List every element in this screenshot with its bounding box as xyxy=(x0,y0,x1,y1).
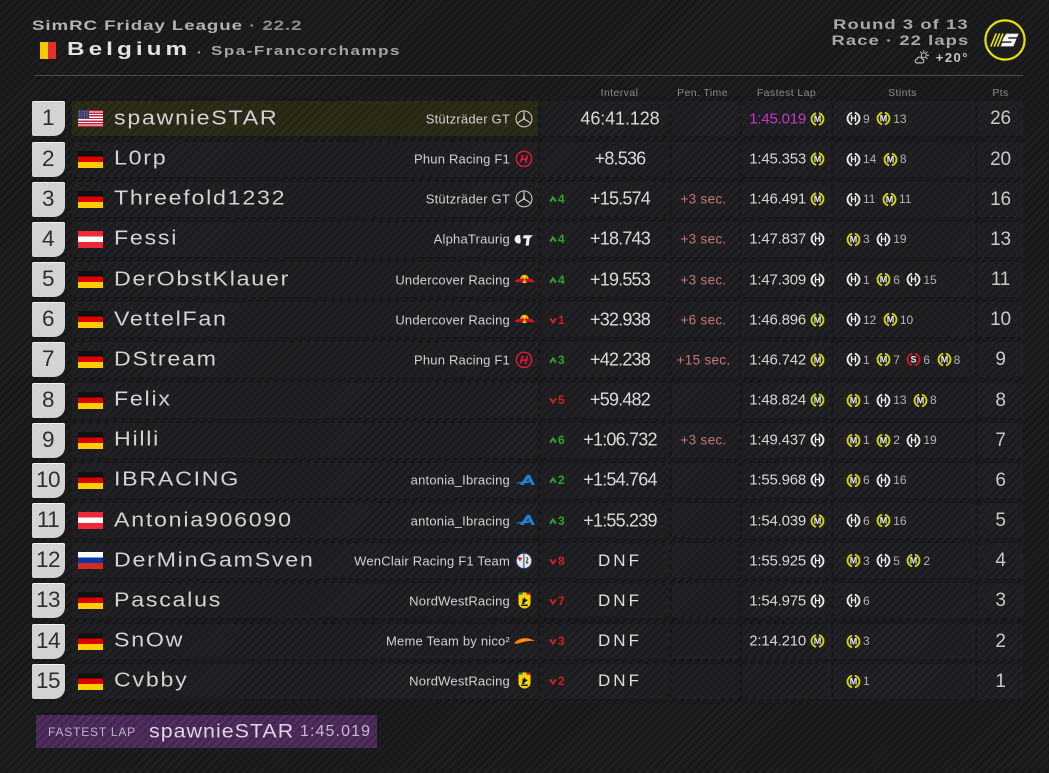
svg-text:M: M xyxy=(910,556,918,566)
svg-text:M: M xyxy=(814,194,822,204)
svg-text:M: M xyxy=(850,234,858,244)
svg-text:H: H xyxy=(850,275,857,285)
svg-text:M: M xyxy=(880,435,888,445)
svg-text:H: H xyxy=(850,315,857,325)
svg-text:M: M xyxy=(886,194,894,204)
svg-text:M: M xyxy=(917,395,925,405)
svg-text:M: M xyxy=(814,516,822,526)
svg-text:M: M xyxy=(880,275,888,285)
svg-text:H: H xyxy=(850,114,857,124)
svg-text:H: H xyxy=(814,275,821,285)
svg-text:M: M xyxy=(880,355,888,365)
svg-text:M: M xyxy=(887,154,895,164)
svg-text:H: H xyxy=(814,234,821,244)
svg-text:S: S xyxy=(911,355,917,365)
svg-text:M: M xyxy=(814,636,822,646)
svg-text:H: H xyxy=(850,355,857,365)
svg-text:M: M xyxy=(850,636,858,646)
svg-text:M: M xyxy=(814,315,822,325)
svg-text:H: H xyxy=(850,154,857,164)
svg-text:H: H xyxy=(814,596,821,606)
svg-text:H: H xyxy=(911,435,918,445)
svg-text:H: H xyxy=(814,556,821,566)
svg-text:H: H xyxy=(850,194,857,204)
svg-text:M: M xyxy=(814,154,822,164)
svg-text:M: M xyxy=(814,355,822,365)
svg-text:M: M xyxy=(940,355,948,365)
svg-text:M: M xyxy=(880,516,888,526)
svg-text:H: H xyxy=(814,435,821,445)
svg-text:H: H xyxy=(850,516,857,526)
svg-text:M: M xyxy=(850,395,858,405)
svg-text:M: M xyxy=(880,114,888,124)
svg-text:M: M xyxy=(814,114,822,124)
svg-text:H: H xyxy=(814,475,821,485)
svg-text:M: M xyxy=(887,315,895,325)
svg-text:H: H xyxy=(880,234,887,244)
svg-text:H: H xyxy=(880,395,887,405)
svg-text:H: H xyxy=(880,475,887,485)
svg-text:M: M xyxy=(850,475,858,485)
svg-text:M: M xyxy=(850,435,858,445)
svg-text:M: M xyxy=(850,676,858,686)
svg-text:M: M xyxy=(814,395,822,405)
svg-text:H: H xyxy=(850,596,857,606)
svg-text:H: H xyxy=(880,556,887,566)
svg-text:H: H xyxy=(911,275,918,285)
svg-text:M: M xyxy=(850,556,858,566)
